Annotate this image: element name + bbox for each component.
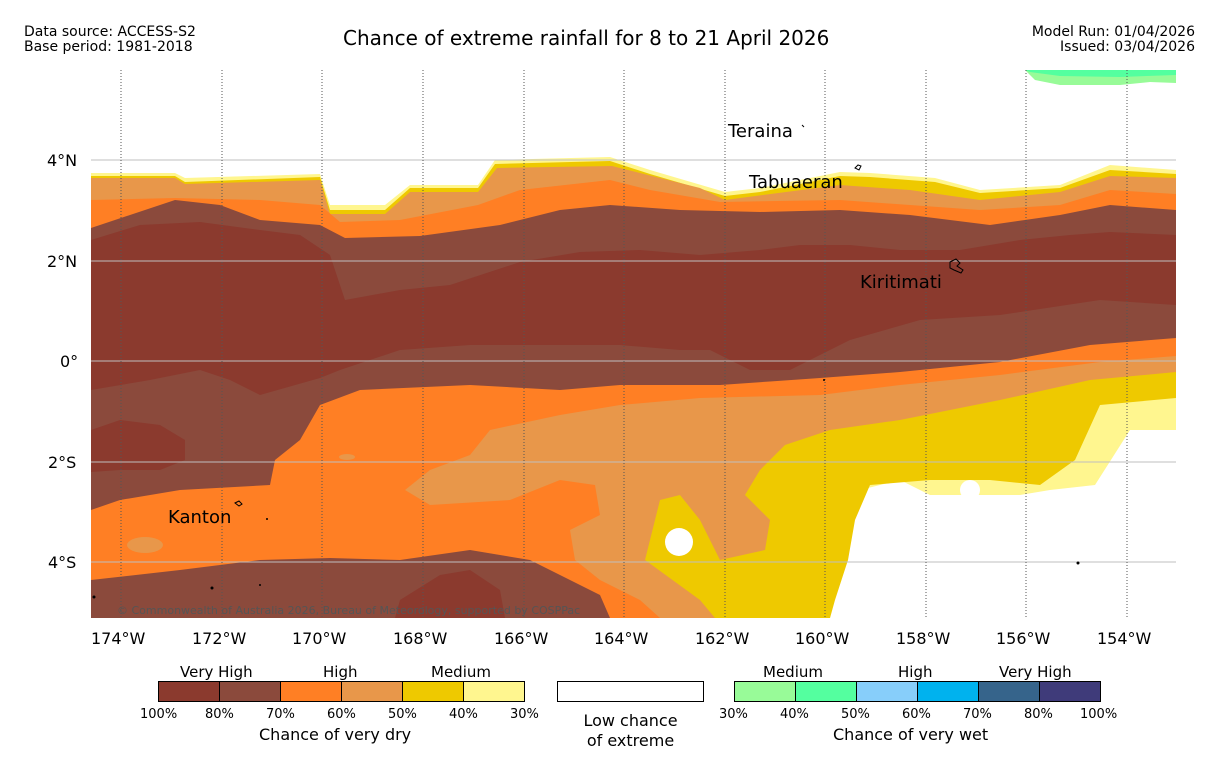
map-title: Chance of extreme rainfall for 8 to 21 A…: [343, 26, 830, 50]
low-chance-label-line2: of extreme: [586, 731, 675, 750]
wet-legend-heading-medium: Medium: [763, 663, 823, 681]
dry-swatch-60-70: [280, 681, 342, 702]
rainfall-map: [91, 70, 1176, 618]
lat-label-2s: 2°S: [48, 453, 77, 472]
wet-tick-70: 70%: [963, 707, 992, 722]
place-label-kanton: Kanton: [168, 507, 232, 528]
data-source-text: Data source: ACCESS-S2: [24, 24, 196, 40]
tabuaeran-island-shape: [854, 164, 862, 171]
wet-tick-50: 50%: [841, 707, 870, 722]
issued-text: Issued: 03/04/2026: [1060, 39, 1195, 55]
place-label-teraina: Teraina: [728, 121, 793, 142]
wet-swatch-50-60: [856, 681, 918, 702]
wet-swatch-70-80: [978, 681, 1040, 702]
dry-legend-heading-very-high: Very High: [180, 663, 253, 681]
lon-label-158w: 158°W: [896, 629, 951, 648]
low-chance-label-line1: Low chance: [583, 711, 678, 730]
dry-80-100-core: [91, 222, 1176, 395]
low-chance-swatch: [557, 681, 704, 702]
wet-swatch-80-100: [1039, 681, 1101, 702]
lon-label-154w: 154°W: [1097, 629, 1152, 648]
lon-label-168w: 168°W: [393, 629, 448, 648]
dry-tick-80: 80%: [205, 707, 234, 722]
lon-label-164w: 164°W: [594, 629, 649, 648]
teraina-island-shape: [801, 124, 805, 128]
dry-swatch-80-100: [158, 681, 220, 702]
wet-swatch-40-50: [795, 681, 857, 702]
place-label-tabuaeran: Tabuaeran: [749, 172, 843, 193]
kiritimati-island-shape: [949, 258, 964, 274]
wet-legend-heading-very-high: Very High: [999, 663, 1072, 681]
lon-label-174w: 174°W: [91, 629, 146, 648]
dry-tick-30: 30%: [510, 707, 539, 722]
lat-label-0: 0°: [60, 352, 79, 371]
dry-tick-50: 50%: [388, 707, 417, 722]
base-period-text: Base period: 1981-2018: [24, 39, 193, 55]
wet-50-60-patch: [1025, 70, 1176, 77]
dry-80-100-patch-south: [395, 570, 505, 618]
dry-swatch-30-40: [463, 681, 525, 702]
wet-tick-100: 100%: [1080, 707, 1118, 722]
dry-swatch-50-60: [341, 681, 403, 702]
islands: [234, 124, 964, 507]
dry-tick-70: 70%: [266, 707, 295, 722]
dry-legend-caption: Chance of very dry: [259, 725, 412, 744]
lat-label-4s: 4°S: [48, 553, 77, 572]
dry-legend-heading-medium: Medium: [431, 663, 491, 681]
wet-legend-caption: Chance of very wet: [833, 725, 989, 744]
dry-tick-60: 60%: [327, 707, 356, 722]
low-chance-area: [845, 440, 1176, 618]
kanton-island-shape: [234, 500, 243, 507]
place-label-kiritimati: Kiritimati: [860, 272, 942, 293]
dry-50-60-patch: [127, 537, 163, 553]
lon-label-156w: 156°W: [996, 629, 1051, 648]
model-run-text: Model Run: 01/04/2026: [1031, 24, 1195, 40]
wet-tick-80: 80%: [1024, 707, 1053, 722]
dry-80-100-patch-west: [91, 420, 185, 472]
wet-legend-heading-high: High: [898, 663, 933, 681]
wet-tick-30: 30%: [719, 707, 748, 722]
dry-legend-heading-high: High: [323, 663, 358, 681]
copyright-text: © Commonwealth of Australia 2026, Bureau…: [117, 604, 581, 617]
lon-label-166w: 166°W: [494, 629, 549, 648]
lon-label-172w: 172°W: [192, 629, 247, 648]
wet-tick-40: 40%: [780, 707, 809, 722]
dry-swatch-70-80: [219, 681, 281, 702]
wet-tick-60: 60%: [902, 707, 931, 722]
lat-label-2n: 2°N: [47, 252, 78, 271]
lon-label-170w: 170°W: [292, 629, 347, 648]
dry-tick-40: 40%: [449, 707, 478, 722]
wet-swatch-60-70: [917, 681, 979, 702]
lon-label-160w: 160°W: [795, 629, 850, 648]
wet-swatch-30-40: [734, 681, 796, 702]
low-chance-hole: [665, 528, 693, 556]
low-chance-hole-se: [960, 480, 980, 500]
lat-label-4n: 4°N: [47, 151, 78, 170]
dry-swatch-40-50: [402, 681, 464, 702]
lon-label-162w: 162°W: [695, 629, 750, 648]
dry-tick-100: 100%: [140, 707, 178, 722]
longitude-gridlines: [120, 70, 1128, 618]
dry-50-60-patch-small: [339, 454, 355, 460]
island-dots: [92, 379, 1080, 599]
latitude-gridlines: [91, 159, 1176, 563]
